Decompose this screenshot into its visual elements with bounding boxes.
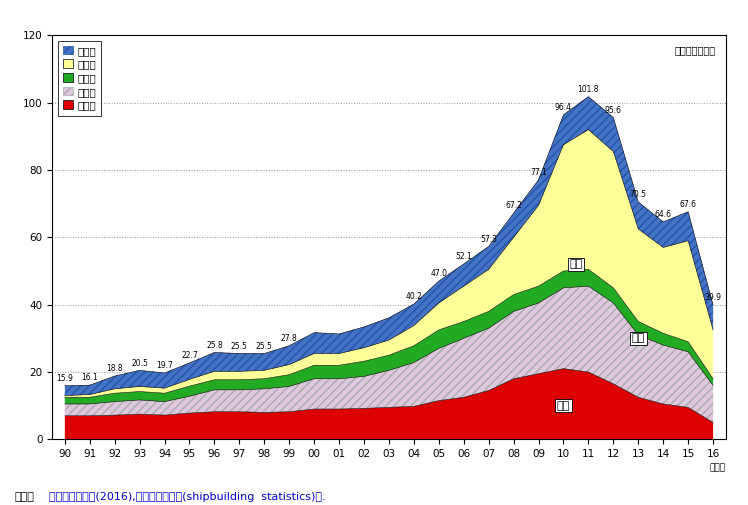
Text: 57.3: 57.3 [480,235,497,243]
Text: 25.5: 25.5 [256,342,273,350]
Text: 25.5: 25.5 [231,342,248,350]
Text: 70.5: 70.5 [630,190,647,199]
Text: 자료：: 자료： [15,492,35,502]
Text: 22.7: 22.7 [181,351,198,360]
Text: 15.9: 15.9 [56,374,73,383]
Text: 日本: 日本 [557,400,570,411]
Text: 67.6: 67.6 [680,200,696,209]
Text: 中国: 中国 [569,259,583,269]
Text: 77.1: 77.1 [530,168,547,177]
Text: 67.2: 67.2 [505,201,522,210]
Text: 数値は世界合計: 数値は世界合計 [675,45,715,56]
Text: 上半期: 上半期 [709,464,726,473]
Text: 39.9: 39.9 [705,293,722,302]
Text: 47.0: 47.0 [430,269,447,278]
Text: 日本造船工業會(2016),「造船關係資料(shipbuilding  statistics)」.: 日本造船工業會(2016),「造船關係資料(shipbuilding stati… [49,492,325,502]
Text: 16.1: 16.1 [82,373,98,382]
Text: 101.8: 101.8 [577,85,599,94]
Legend: その他, 中　国, 欧　州, 韓　国, 日　本: その他, 中 国, 欧 州, 韓 国, 日 本 [58,40,101,116]
Text: 20.5: 20.5 [131,359,148,368]
Text: 52.1: 52.1 [456,252,472,261]
Text: 25.8: 25.8 [206,341,223,349]
Text: 18.8: 18.8 [106,364,123,373]
Text: 96.4: 96.4 [555,103,572,112]
Text: 95.6: 95.6 [605,106,622,115]
Text: 韓国: 韓国 [631,333,645,343]
Text: 40.2: 40.2 [405,292,423,301]
Text: 64.6: 64.6 [654,210,672,219]
Text: 27.8: 27.8 [280,334,298,343]
Text: 19.7: 19.7 [156,361,173,370]
